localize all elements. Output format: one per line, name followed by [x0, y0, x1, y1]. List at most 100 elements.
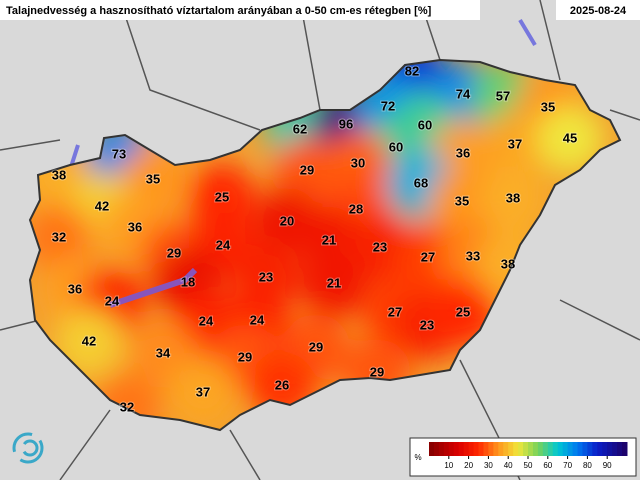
moisture-blob	[273, 137, 341, 205]
colorbar-cell	[577, 442, 583, 456]
colorbar-cell	[607, 442, 613, 456]
station-value: 27	[421, 249, 435, 264]
colorbar-cell	[468, 442, 475, 456]
lake-balaton	[109, 267, 198, 308]
station-value: 42	[82, 333, 96, 348]
colorbar-cell	[617, 442, 623, 456]
station-value: 24	[216, 237, 231, 252]
colorbar-cell	[503, 442, 509, 456]
moisture-blob	[300, 250, 368, 318]
colorbar: 10 20 30 40 50 60 70 80 90	[429, 442, 628, 470]
station-value: 38	[52, 167, 66, 182]
station-value: 60	[389, 139, 403, 154]
colorbar-cell	[433, 442, 440, 456]
station-value: 37	[196, 384, 210, 399]
country-border	[28, 58, 622, 432]
colorbar-cell	[478, 442, 484, 456]
station-value: 57	[496, 88, 510, 103]
colorbar-cell	[483, 442, 489, 456]
colorbar-tick-label: 50	[524, 461, 533, 470]
station-value: 35	[455, 193, 469, 208]
colorbar-cell	[518, 442, 524, 456]
moisture-blob	[428, 168, 496, 236]
colorbar-cell	[562, 442, 569, 456]
colorbar-cell	[498, 442, 504, 456]
station-value: 24	[105, 293, 120, 308]
colorbar-cell	[552, 442, 559, 456]
colorbar-tick-label: 30	[484, 461, 493, 470]
moisture-blob	[479, 165, 547, 233]
station-value: 25	[456, 304, 470, 319]
station-value: 60	[418, 117, 432, 132]
colorbar-cell	[493, 442, 499, 456]
station-value: 32	[52, 229, 66, 244]
station-value: 42	[95, 198, 109, 213]
station-value: 29	[370, 364, 384, 379]
colorbar-tick-label: 20	[464, 461, 473, 470]
colorbar-cell	[508, 442, 514, 456]
moisture-blob	[30, 204, 93, 272]
station-value: 74	[456, 86, 471, 101]
station-value: 24	[199, 313, 214, 328]
colorbar-cell	[453, 442, 460, 456]
colorbar-tick-label: 40	[504, 461, 513, 470]
colorbar-tick-label: 10	[444, 461, 453, 470]
station-value: 68	[414, 175, 428, 190]
moisture-blob	[481, 111, 549, 179]
station-value: 35	[541, 99, 555, 114]
colorbar-tick-label: 90	[603, 461, 612, 470]
colorbar-cell	[602, 442, 608, 456]
colorbar-cell	[537, 442, 544, 456]
colorbar-cell	[458, 442, 465, 456]
station-value: 21	[327, 275, 341, 290]
colorbar-cell	[513, 442, 519, 456]
colorbar-cell	[542, 442, 549, 456]
colorbar-cell	[448, 442, 455, 456]
colorbar-cell	[572, 442, 578, 456]
station-value: 20	[280, 213, 294, 228]
station-value: 18	[181, 274, 195, 289]
colorbar-cell	[532, 442, 539, 456]
colorbar-cell	[557, 442, 564, 456]
station-value: 96	[339, 116, 353, 131]
station-value: 36	[68, 281, 82, 296]
station-value: 36	[128, 219, 142, 234]
colorbar-cell	[429, 442, 435, 456]
moisture-blob	[188, 164, 256, 232]
station-value: 23	[420, 317, 434, 332]
station-value: 26	[275, 377, 289, 392]
moisture-blob	[169, 359, 237, 427]
station-value: 23	[373, 239, 387, 254]
colorbar-cell	[582, 442, 588, 456]
colorbar-cell	[438, 442, 445, 456]
station-value: 45	[563, 130, 577, 145]
colorbar-cell	[463, 442, 470, 456]
colorbar-cell	[612, 442, 618, 456]
station-value: 25	[215, 189, 229, 204]
station-value: 72	[381, 98, 395, 113]
station-value: 23	[259, 269, 273, 284]
colorbar-cell	[567, 442, 574, 456]
station-value: 32	[120, 399, 134, 414]
colorbar-tick-label: 80	[583, 461, 592, 470]
station-value: 29	[167, 245, 181, 260]
colorbar-cell	[473, 442, 479, 456]
station-value: 38	[501, 256, 515, 271]
station-value: 36	[456, 145, 470, 160]
date-box	[556, 0, 640, 20]
title: Talajnedvesség a hasznosítható víztartal…	[6, 5, 432, 17]
station-value: 29	[300, 162, 314, 177]
station-value: 38	[506, 190, 520, 205]
station-value: 28	[349, 201, 363, 216]
legend-unit: %	[414, 453, 421, 462]
colorbar-cell	[587, 442, 593, 456]
colorbar-cell	[488, 442, 494, 456]
colorbar-cell	[528, 442, 534, 456]
station-value: 30	[351, 155, 365, 170]
station-value: 29	[309, 339, 323, 354]
station-value: 21	[322, 232, 336, 247]
station-value: 73	[112, 146, 126, 161]
